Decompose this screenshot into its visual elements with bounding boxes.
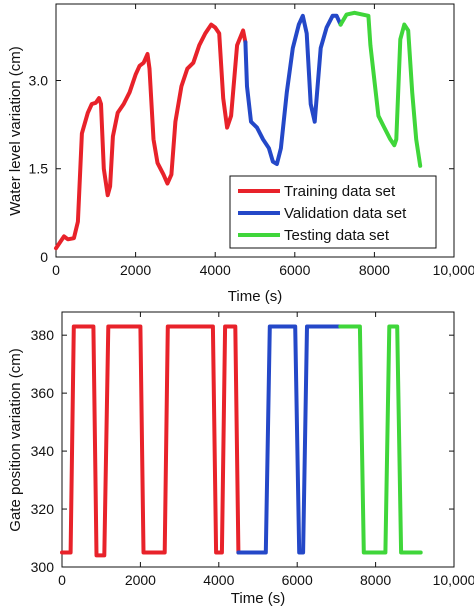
y-tick-label: 3.0 [29,72,49,88]
series-group [54,10,423,251]
series-line-training [60,324,241,558]
x-tick-label: 4000 [200,262,231,278]
legend-label-testing: Testing data set [284,227,390,244]
plot-area-frame [61,311,455,568]
y-tick-label: 320 [31,501,55,517]
x-tick-label: 6000 [282,572,313,588]
y-tick-label: 380 [31,327,55,343]
x-tick-label: 2000 [120,262,151,278]
water-level-chart: 0 2000 4000 6000 8000 10,000 0 1.5 3.0 Time (s)… [7,3,474,305]
legend-label-training: Training data set [284,183,396,200]
x-axis-ticks: 0 2000 4000 6000 8000 10,000 [58,312,474,588]
x-tick-label: 0 [52,262,60,278]
series-line-training [54,22,248,251]
x-tick-label: 6000 [279,262,310,278]
y-axis-label: Gate position variation (cm) [7,348,24,531]
y-tick-label: 340 [31,443,55,459]
y-axis-ticks: 300 320 340 360 380 [31,327,454,575]
x-tick-label: 2000 [125,572,156,588]
x-axis-label: Time (s) [228,288,282,305]
x-axis-label: Time (s) [231,590,285,607]
legend: Training data set Validation data set Te… [229,175,437,249]
x-tick-label: 8000 [360,572,391,588]
x-axis-ticks: 0 2000 4000 6000 8000 10,000 [52,4,474,278]
series-line-validation [243,13,343,166]
y-tick-label: 0 [40,249,48,265]
y-tick-label: 1.5 [29,161,49,177]
series-group [60,324,423,558]
x-tick-label: 4000 [203,572,234,588]
y-tick-label: 360 [31,385,55,401]
series-line-testing [338,324,423,555]
legend-label-validation: Validation data set [284,205,407,222]
series-line-testing [338,10,423,168]
y-axis-ticks: 0 1.5 3.0 [29,72,454,265]
x-tick-label: 8000 [359,262,390,278]
series-line-validation [236,324,343,555]
x-tick-label: 10,000 [433,262,474,278]
y-axis-label: Water level variation (cm) [7,46,24,215]
x-tick-label: 0 [58,572,66,588]
gate-position-chart: 0 2000 4000 6000 8000 10,000 300320340360380 … [7,311,474,607]
x-tick-label: 10,000 [433,572,474,588]
y-tick-label: 300 [31,559,55,575]
